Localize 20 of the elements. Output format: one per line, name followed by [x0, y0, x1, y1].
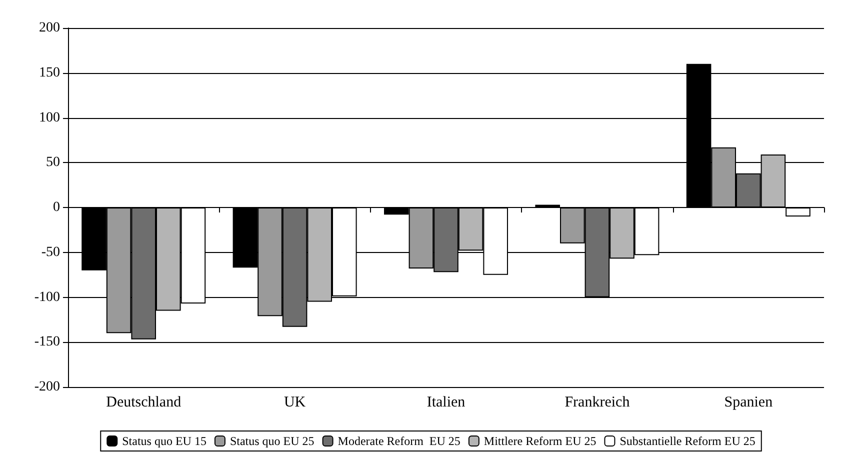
legend-label: Mittlere Reform EU 25 [484, 434, 596, 448]
legend-label: Status quo EU 15 [122, 434, 206, 448]
y-tick-label: 150 [39, 65, 60, 80]
x-tick-label: UK [284, 394, 306, 410]
legend-label: Status quo EU 25 [230, 434, 314, 448]
x-tick-label: Frankreich [564, 394, 630, 410]
x-tick-label: Deutschland [106, 394, 182, 410]
y-tick-label: -50 [41, 244, 60, 260]
x-tick-label: Spanien [724, 394, 774, 410]
y-tick-label: 50 [46, 155, 60, 170]
legend-label: Moderate Reform EU 25 [338, 434, 460, 448]
y-tick-label: 200 [39, 20, 60, 36]
legend-label: Substantielle Reform EU 25 [620, 434, 756, 448]
bar [786, 208, 810, 216]
y-tick-label: -100 [34, 290, 60, 305]
y-tick-label: -200 [34, 380, 60, 394]
y-tick-label: 0 [53, 200, 60, 215]
y-tick-label: 100 [39, 110, 60, 126]
x-tick-label: Italien [426, 394, 466, 410]
y-tick-label: -150 [34, 334, 60, 350]
